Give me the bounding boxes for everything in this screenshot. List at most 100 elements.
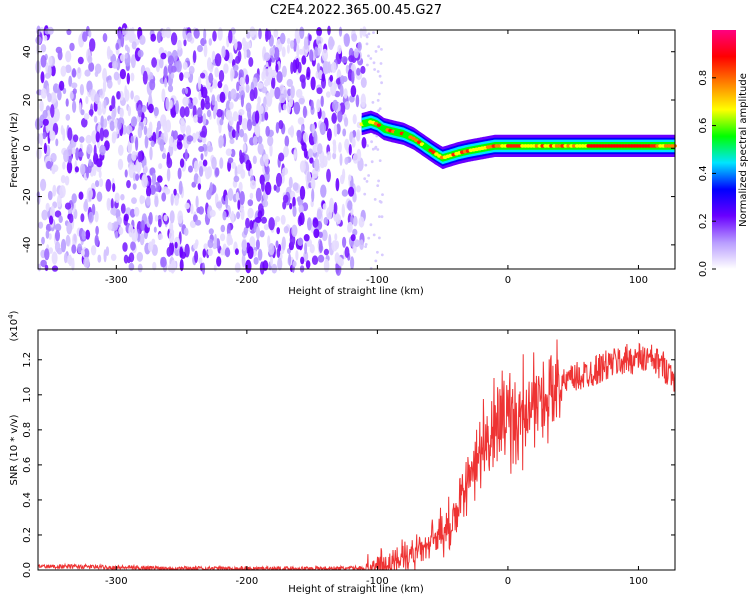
heatmap-noise-cell — [95, 180, 100, 188]
heatmap-noise-cell — [38, 221, 44, 229]
heatmap-noise-cell — [264, 68, 270, 81]
heatmap-noise-cell — [245, 84, 250, 93]
heatmap-noise-cell — [67, 127, 73, 141]
heatmap-noise-cell — [163, 66, 168, 79]
heatmap-noise-cell — [98, 170, 102, 179]
heatmap-noise-cell — [313, 158, 320, 172]
heatmap-noise-cell — [230, 88, 237, 100]
heatmap-noise-cell — [335, 178, 340, 192]
heatmap-noise-cell — [213, 264, 217, 272]
heatmap-noise-cell — [160, 114, 167, 127]
heatmap-noise-cell — [296, 34, 301, 44]
heatmap-noise-cell — [42, 131, 47, 140]
heatmap-noise-cell — [279, 84, 285, 94]
heatmap-noise-cell — [276, 71, 283, 83]
heatmap-noise-cell — [200, 72, 206, 79]
heatmap-noise-cell — [203, 243, 208, 250]
heatmap-noise-cell — [245, 74, 250, 85]
heatmap-noise-cell — [224, 247, 231, 258]
heatmap-noise-cell — [109, 120, 115, 132]
heatmap-noise-cell — [247, 207, 254, 219]
heatmap-noise-cell — [40, 71, 45, 84]
heatmap-noise-cell — [58, 80, 65, 91]
heatmap-noise-cell — [249, 89, 255, 102]
heatmap-noise-cell — [298, 97, 305, 105]
heatmap-noise-cell — [194, 250, 199, 263]
heatmap-noise-cell — [281, 236, 286, 251]
spectrogram-y-tick-label: 20 — [22, 94, 33, 107]
heatmap-noise-cell — [46, 160, 52, 170]
heatmap-noise-cell — [268, 243, 275, 256]
heatmap-noise-cell — [95, 225, 99, 236]
heatmap-noise-cell — [165, 97, 170, 110]
heatmap-noise-cell — [143, 117, 147, 125]
heatmap-noise-cell — [137, 151, 143, 163]
heatmap-noise-cell — [216, 108, 223, 118]
heatmap-noise-cell — [153, 226, 157, 233]
heatmap-noise-cell — [97, 107, 102, 116]
heatmap-noise-cell — [95, 158, 103, 168]
heatmap-noise-cell — [257, 135, 263, 144]
heatmap-noise-cell — [48, 247, 54, 254]
heatmap-noise-cell — [310, 176, 315, 190]
heatmap-noise-cell — [351, 137, 356, 148]
heatmap-noise-cell — [62, 87, 67, 95]
heatmap-noise-cell — [269, 47, 276, 56]
heatmap-noise-cell — [139, 35, 146, 45]
heatmap-noise-cell — [376, 184, 380, 188]
spectrogram-y-tick-label: 40 — [22, 45, 33, 58]
heatmap-noise-cell — [211, 156, 217, 170]
heatmap-noise-cell — [131, 197, 137, 205]
heatmap-noise-cell — [317, 143, 323, 155]
heatmap-noise-cell — [166, 157, 173, 169]
heatmap-noise-cell — [320, 95, 324, 108]
heatmap-noise-cell — [338, 257, 344, 267]
heatmap-noise-cell — [113, 71, 120, 81]
heatmap-noise-cell — [175, 60, 182, 73]
heatmap-noise-cell — [236, 81, 240, 92]
heatmap-noise-cell — [156, 175, 163, 183]
heatmap-noise-cell — [261, 86, 268, 94]
heatmap-noise-cell — [312, 144, 317, 154]
heatmap-noise-cell — [264, 181, 272, 195]
heatmap-noise-cell — [78, 191, 84, 200]
heatmap-noise-cell — [279, 32, 286, 45]
heatmap-noise-cell — [267, 95, 273, 106]
heatmap-noise-cell — [255, 239, 260, 250]
heatmap-noise-cell — [130, 241, 136, 251]
heatmap-noise-cell — [350, 256, 355, 270]
heatmap-noise-cell — [326, 168, 331, 183]
heatmap-noise-cell — [280, 214, 286, 225]
heatmap-noise-cell — [51, 165, 56, 175]
heatmap-noise-cell — [170, 72, 175, 79]
snr-y-label: SNR (10 * v/v) — [9, 414, 20, 485]
heatmap-noise-cell — [319, 122, 326, 135]
heatmap-noise-cell — [83, 256, 90, 268]
heatmap-noise-cell — [242, 37, 246, 47]
heatmap-noise-cell — [206, 109, 212, 118]
heatmap-noise-cell — [316, 27, 322, 37]
heatmap-noise-cell — [160, 256, 167, 268]
heatmap-noise-cell — [62, 161, 66, 170]
heatmap-noise-cell — [47, 190, 53, 201]
snr-x-tick-label: -100 — [366, 576, 389, 587]
heatmap-noise-cell — [239, 154, 245, 164]
heatmap-noise-cell — [161, 88, 166, 103]
snr-y-tick-label: 0.6 — [22, 457, 33, 473]
heatmap-noise-cell — [218, 135, 225, 148]
heatmap-noise-cell — [71, 257, 75, 271]
heatmap-noise-cell — [238, 69, 244, 79]
heatmap-noise-cell — [217, 80, 223, 89]
heatmap-noise-cell — [243, 226, 248, 236]
heatmap-noise-cell — [131, 116, 138, 127]
heatmap-noise-cell — [293, 38, 297, 52]
colorbar-tick-label: 0.0 — [698, 261, 709, 277]
heatmap-noise-cell — [65, 234, 71, 247]
heatmap-noise-cell — [234, 262, 241, 273]
heatmap-noise-cell — [235, 55, 241, 64]
heatmap-noise-cell — [303, 147, 308, 159]
heatmap-noise-cell — [192, 50, 197, 63]
heatmap-noise-cell — [114, 118, 118, 129]
heatmap-noise-cell — [235, 130, 239, 141]
heatmap-noise-cell — [261, 180, 265, 192]
